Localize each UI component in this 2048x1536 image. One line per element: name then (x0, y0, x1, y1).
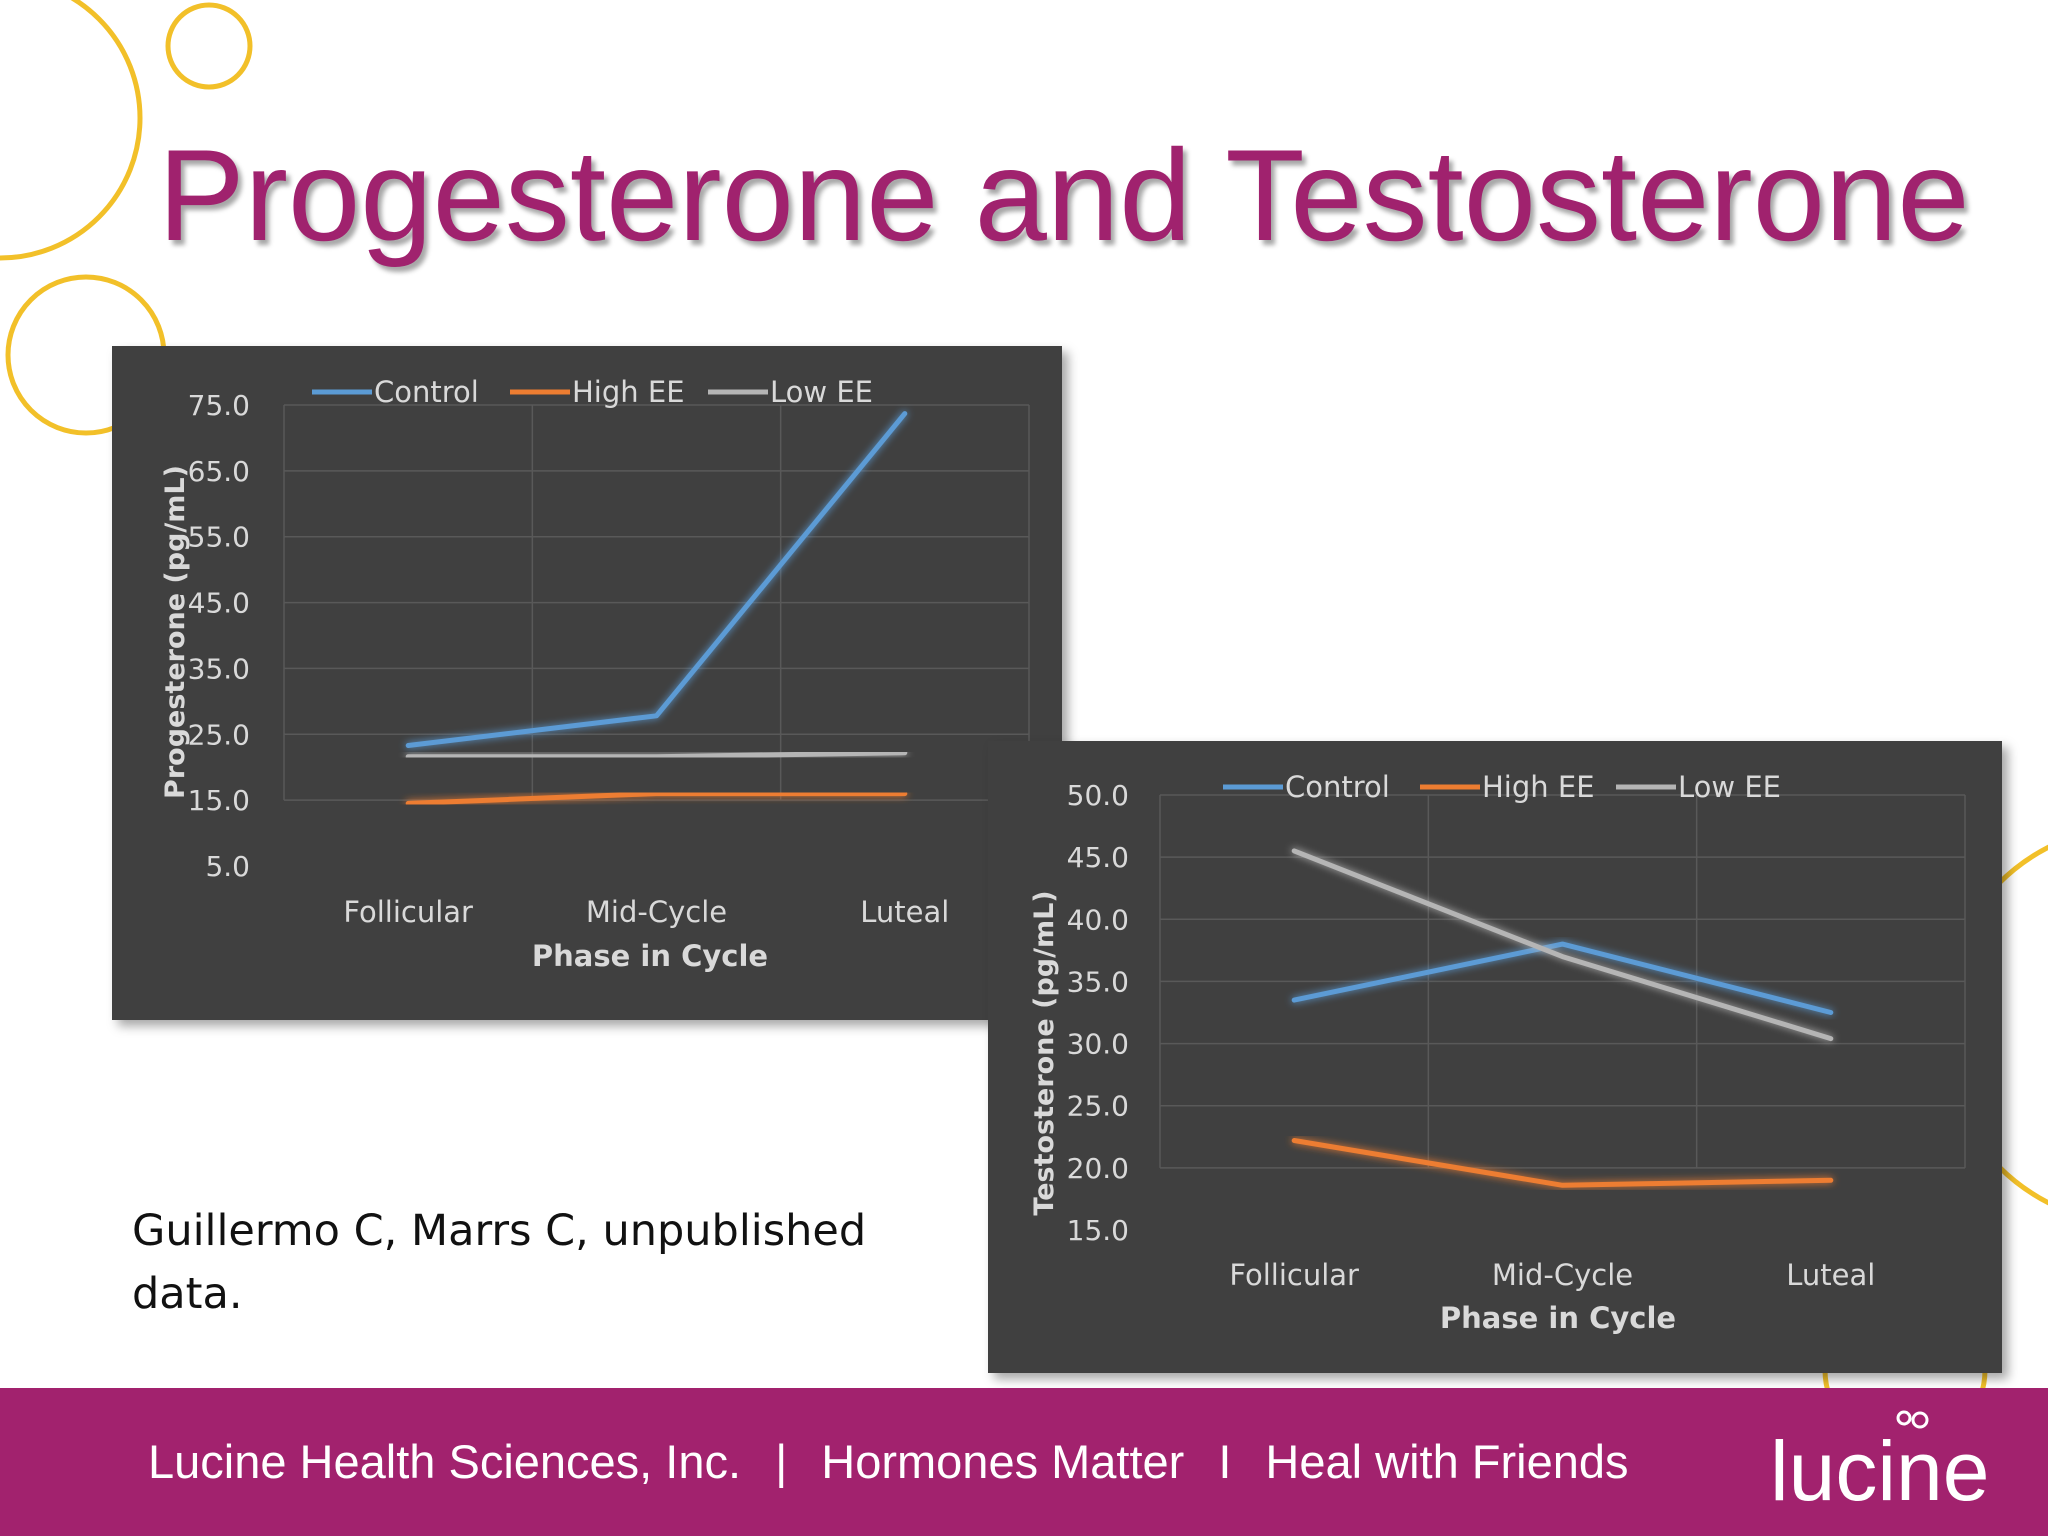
series-line-low-ee (405, 750, 908, 760)
footer-tagline-heal: Heal with Friends (1265, 1435, 1629, 1488)
y-axis-title: Testosterone (pg/mL) (1029, 890, 1060, 1215)
series-line-control (1291, 941, 1834, 1015)
series-line-control (405, 411, 908, 748)
y-tick-label: 25.0 (1067, 1090, 1129, 1123)
testosterone-chart: 50.0 45.0 40.0 35.0 30.0 25.0 20.0 15.0 Follicul… (988, 741, 2002, 1373)
legend-label: Control (1285, 770, 1390, 804)
footer-bar: Lucine Health Sciences, Inc. | Hormones Ma… (0, 1388, 2048, 1536)
y-tick-label: 45.0 (1067, 841, 1129, 874)
y-tick-label: 25.0 (188, 718, 250, 751)
deco-circle-large (0, 0, 143, 261)
footer-company: Lucine Health Sciences, Inc. (148, 1435, 742, 1488)
x-axis-title: Phase in Cycle (1440, 1301, 1676, 1335)
footer-tagline-hormones: Hormones Matter (821, 1435, 1185, 1488)
legend-label: High EE (1482, 770, 1595, 804)
legend-label: Low EE (1678, 770, 1781, 804)
logo-wordmark: lucine (1770, 1424, 1989, 1518)
gridlines (1159, 794, 1966, 1169)
x-category-label: Luteal (1786, 1258, 1875, 1292)
deco-circle-small (165, 2, 253, 90)
x-category-label: Luteal (860, 895, 949, 929)
x-category-label: Follicular (343, 895, 473, 929)
legend-label: Low EE (770, 375, 873, 409)
y-tick-label: 5.0 (205, 850, 250, 883)
y-tick-label: 75.0 (188, 389, 250, 422)
footer-separator: | (775, 1435, 788, 1488)
x-category-label: Mid-Cycle (586, 895, 727, 929)
x-axis-title: Phase in Cycle (532, 939, 768, 973)
series-line-high-ee (1291, 1138, 1834, 1188)
y-tick-label: 15.0 (1067, 1214, 1129, 1247)
logo-dot (1896, 1410, 1912, 1426)
y-axis-title: Progesterone (pg/mL) (160, 465, 191, 799)
series-line-high-ee (405, 791, 908, 806)
y-tick-label: 45.0 (188, 587, 250, 620)
y-tick-label: 50.0 (1067, 779, 1129, 812)
y-tick-label: 35.0 (188, 652, 250, 685)
y-tick-label: 30.0 (1067, 1028, 1129, 1061)
y-tick-label: 55.0 (188, 521, 250, 554)
series-line-low-ee (1291, 848, 1834, 1042)
page-title: Progesterone and Testosterone (158, 122, 1970, 268)
testosterone-chart-svg: 50.0 45.0 40.0 35.0 30.0 25.0 20.0 15.0 Follicul… (1029, 770, 1966, 1335)
legend-label: Control (374, 375, 479, 409)
y-tick-label: 35.0 (1067, 965, 1129, 998)
y-tick-label: 65.0 (188, 455, 250, 488)
y-tick-label: 40.0 (1067, 903, 1129, 936)
y-tick-label: 15.0 (188, 784, 250, 817)
progesterone-chart-svg: 75.0 65.0 55.0 45.0 35.0 25.0 15.0 5.0 Follicula… (160, 375, 1030, 973)
x-category-label: Follicular (1229, 1258, 1359, 1292)
footer-separator: I (1218, 1435, 1232, 1488)
legend-label: High EE (572, 375, 685, 409)
lucine-logo: lucine (1770, 1410, 1989, 1518)
y-tick-label: 20.0 (1067, 1152, 1129, 1185)
footer-text: Lucine Health Sciences, Inc. | Hormones Ma… (148, 1432, 1629, 1492)
logo-dot (1911, 1411, 1929, 1429)
progesterone-chart: 75.0 65.0 55.0 45.0 35.0 25.0 15.0 5.0 Follicula… (112, 346, 1062, 1020)
x-category-label: Mid-Cycle (1492, 1258, 1633, 1292)
gridlines (283, 404, 1030, 801)
citation-text: Guillermo C, Marrs C, unpublished data. (132, 1206, 867, 1319)
